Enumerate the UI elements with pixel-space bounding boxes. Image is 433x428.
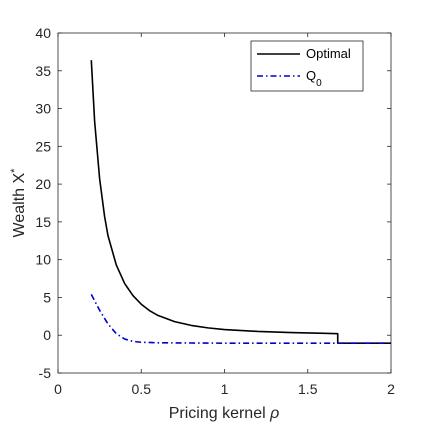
y-axis-label: Wealth X* — [9, 168, 28, 238]
series-line-optimal — [90, 60, 391, 344]
x-axis-ticks: 0 0.5 1 1.5 2 — [54, 33, 395, 397]
x-axis-label: Pricing kernel ρ — [169, 405, 280, 422]
y-tick-label: 5 — [43, 289, 51, 305]
y-axis-label-superscript: * — [9, 168, 21, 173]
y-tick-label: 40 — [35, 25, 51, 41]
y-tick-label: 35 — [35, 63, 51, 79]
legend-subscript: 0 — [316, 78, 322, 89]
x-tick-label: 1.5 — [298, 381, 318, 397]
x-tick-label: 0 — [54, 381, 62, 397]
y-axis-ticks: -5 0 5 10 15 20 25 30 35 40 — [35, 25, 391, 381]
y-tick-label: 15 — [35, 214, 51, 230]
y-tick-label: 25 — [35, 138, 51, 154]
legend: Optimal Q0 — [250, 40, 364, 92]
y-tick-label: -5 — [39, 365, 52, 381]
series-line-q0 — [90, 294, 391, 344]
series-layer — [90, 60, 391, 344]
x-tick-label: 2 — [387, 381, 395, 397]
y-tick-label: 20 — [35, 176, 51, 192]
x-tick-label: 1 — [221, 381, 229, 397]
x-tick-label: 0.5 — [132, 381, 152, 397]
y-tick-label: 30 — [35, 101, 51, 117]
legend-box — [250, 40, 364, 92]
legend-label-optimal: Optimal — [306, 46, 351, 61]
y-tick-label: 10 — [35, 252, 51, 268]
y-tick-label: 0 — [43, 327, 51, 343]
x-axis-label-symbol: ρ — [269, 405, 279, 422]
